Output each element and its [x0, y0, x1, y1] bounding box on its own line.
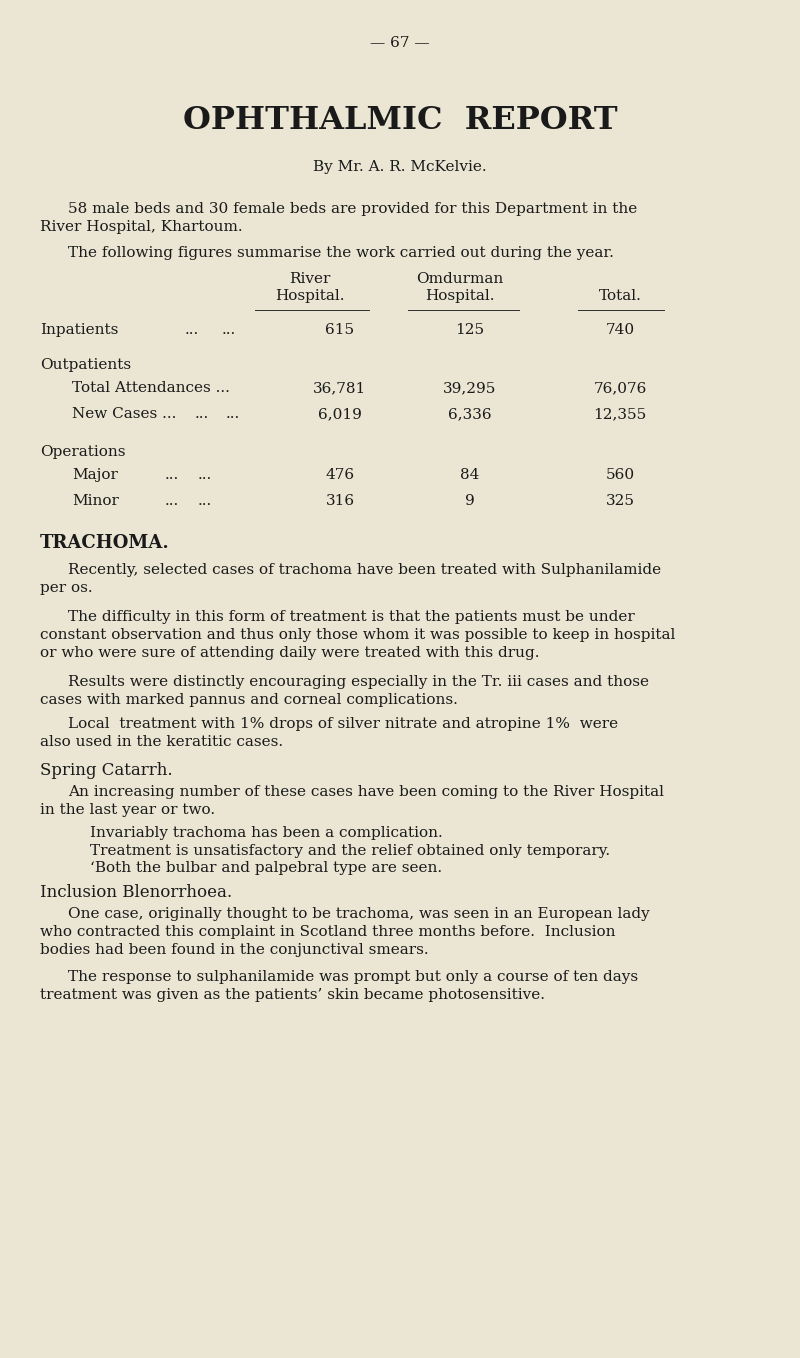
Text: 6,019: 6,019: [318, 407, 362, 421]
Text: 76,076: 76,076: [594, 382, 646, 395]
Text: ...: ...: [222, 323, 236, 337]
Text: Inpatients: Inpatients: [40, 323, 118, 337]
Text: Recently, selected cases of trachoma have been treated with Sulphanilamide: Recently, selected cases of trachoma hav…: [68, 564, 661, 577]
Text: The following figures summarise the work carried out during the year.: The following figures summarise the work…: [68, 246, 614, 259]
Text: Hospital.: Hospital.: [426, 289, 494, 303]
Text: cases with marked pannus and corneal complications.: cases with marked pannus and corneal com…: [40, 693, 458, 708]
Text: ...: ...: [198, 494, 212, 508]
Text: 6,336: 6,336: [448, 407, 492, 421]
Text: constant observation and thus only those whom it was possible to keep in hospita: constant observation and thus only those…: [40, 627, 675, 642]
Text: treatment was given as the patients’ skin became photosensitive.: treatment was given as the patients’ ski…: [40, 989, 545, 1002]
Text: Local  treatment with 1% drops of silver nitrate and atropine 1%  were: Local treatment with 1% drops of silver …: [68, 717, 618, 731]
Text: The difficulty in this form of treatment is that the patients must be under: The difficulty in this form of treatment…: [68, 610, 634, 623]
Text: Spring Catarrh.: Spring Catarrh.: [40, 762, 173, 779]
Text: River: River: [290, 272, 330, 287]
Text: 9: 9: [465, 494, 475, 508]
Text: OPHTHALMIC  REPORT: OPHTHALMIC REPORT: [182, 105, 618, 136]
Text: — 67 —: — 67 —: [370, 37, 430, 50]
Text: ...: ...: [195, 407, 210, 421]
Text: 325: 325: [606, 494, 634, 508]
Text: 476: 476: [326, 469, 354, 482]
Text: TRACHOMA.: TRACHOMA.: [40, 534, 170, 551]
Text: bodies had been found in the conjunctival smears.: bodies had been found in the conjunctiva…: [40, 942, 429, 957]
Text: By Mr. A. R. McKelvie.: By Mr. A. R. McKelvie.: [313, 160, 487, 174]
Text: 58 male beds and 30 female beds are provided for this Department in the: 58 male beds and 30 female beds are prov…: [68, 202, 638, 216]
Text: also used in the keratitic cases.: also used in the keratitic cases.: [40, 735, 283, 750]
Text: ...: ...: [165, 469, 179, 482]
Text: Operations: Operations: [40, 445, 126, 459]
Text: Major: Major: [72, 469, 118, 482]
Text: 316: 316: [326, 494, 354, 508]
Text: per os.: per os.: [40, 581, 93, 595]
Text: 84: 84: [460, 469, 480, 482]
Text: 39,295: 39,295: [443, 382, 497, 395]
Text: The response to sulphanilamide was prompt but only a course of ten days: The response to sulphanilamide was promp…: [68, 970, 638, 985]
Text: or who were sure of attending daily were treated with this drug.: or who were sure of attending daily were…: [40, 646, 539, 660]
Text: Outpatients: Outpatients: [40, 359, 131, 372]
Text: Omdurman: Omdurman: [416, 272, 504, 287]
Text: ...: ...: [165, 494, 179, 508]
Text: who contracted this complaint in Scotland three months before.  Inclusion: who contracted this complaint in Scotlan…: [40, 925, 615, 938]
Text: 560: 560: [606, 469, 634, 482]
Text: New Cases ...: New Cases ...: [72, 407, 176, 421]
Text: Invariably trachoma has been a complication.: Invariably trachoma has been a complicat…: [90, 826, 442, 841]
Text: ‘Both the bulbar and palpebral type are seen.: ‘Both the bulbar and palpebral type are …: [90, 861, 442, 875]
Text: Total.: Total.: [598, 289, 642, 303]
Text: 740: 740: [606, 323, 634, 337]
Text: One case, originally thought to be trachoma, was seen in an European lady: One case, originally thought to be trach…: [68, 907, 650, 921]
Text: ...: ...: [226, 407, 240, 421]
Text: in the last year or two.: in the last year or two.: [40, 803, 215, 818]
Text: Inclusion Blenorrhoea.: Inclusion Blenorrhoea.: [40, 884, 232, 900]
Text: An increasing number of these cases have been coming to the River Hospital: An increasing number of these cases have…: [68, 785, 664, 799]
Text: ...: ...: [185, 323, 199, 337]
Text: River Hospital, Khartoum.: River Hospital, Khartoum.: [40, 220, 242, 234]
Text: 12,355: 12,355: [594, 407, 646, 421]
Text: Minor: Minor: [72, 494, 119, 508]
Text: Results were distinctly encouraging especially in the Tr. iii cases and those: Results were distinctly encouraging espe…: [68, 675, 649, 689]
Text: ...: ...: [198, 469, 212, 482]
Text: 615: 615: [326, 323, 354, 337]
Text: Hospital.: Hospital.: [275, 289, 345, 303]
Text: 125: 125: [455, 323, 485, 337]
Text: Treatment is unsatisfactory and the relief obtained only temporary.: Treatment is unsatisfactory and the reli…: [90, 845, 610, 858]
Text: Total Attendances ...: Total Attendances ...: [72, 382, 230, 395]
Text: 36,781: 36,781: [314, 382, 366, 395]
